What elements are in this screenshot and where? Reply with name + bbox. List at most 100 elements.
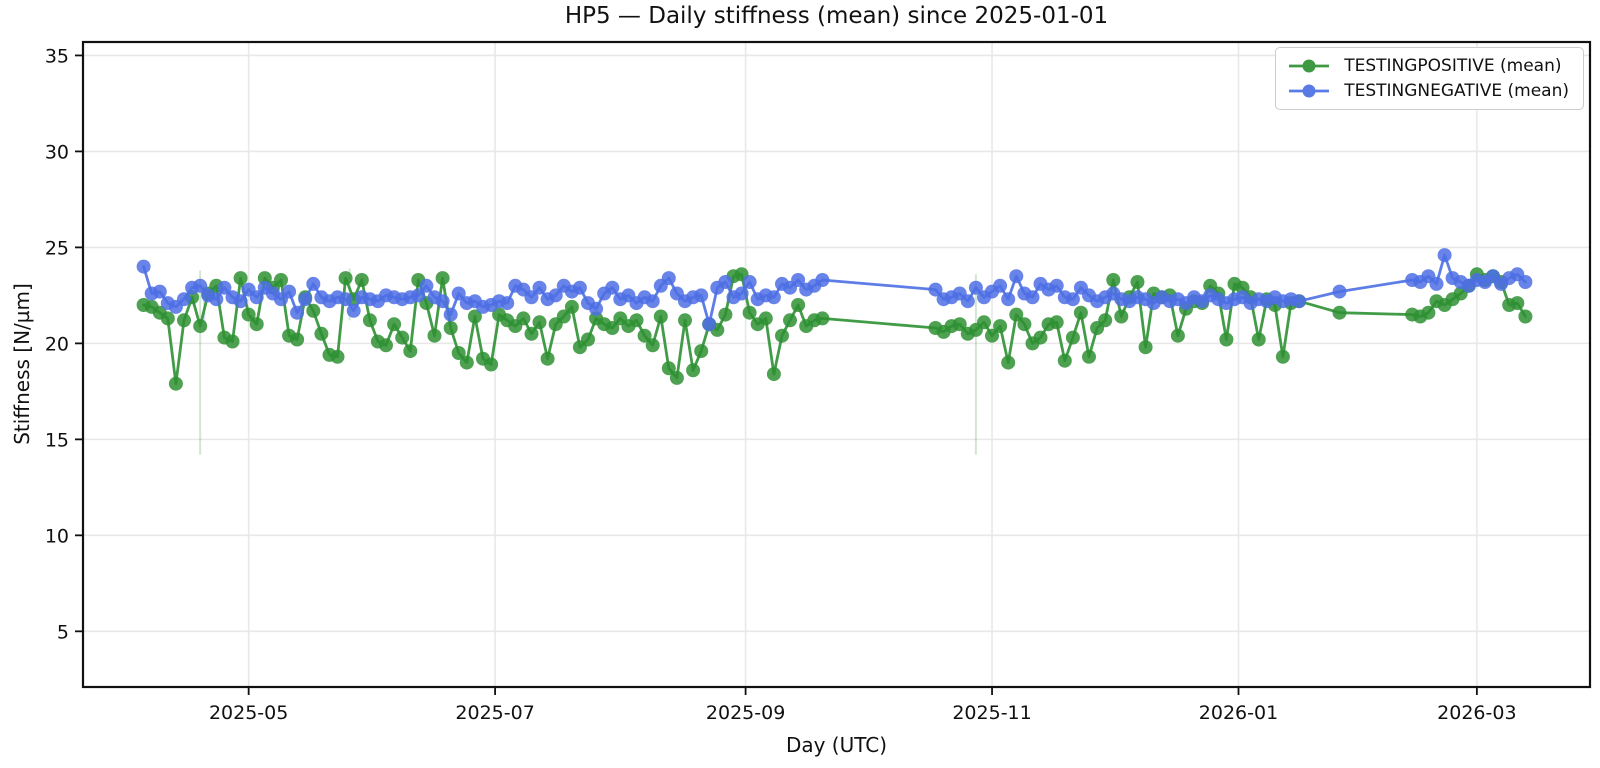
data-point <box>661 361 676 376</box>
chart-title: HP5 — Daily stiffness (mean) since 2025-… <box>564 3 1109 29</box>
data-point <box>1114 309 1129 324</box>
data-point <box>581 332 595 347</box>
data-point <box>1235 280 1250 295</box>
x-tick-label: 2026-03 <box>1437 702 1516 724</box>
data-point <box>257 271 272 286</box>
y-tick-label: 10 <box>45 525 69 547</box>
data-point <box>1009 269 1024 284</box>
data-point <box>758 311 773 326</box>
legend: TESTINGPOSITIVE (mean) TESTINGNEGATIVE (… <box>1275 47 1584 110</box>
data-point <box>968 280 983 295</box>
data-point <box>1025 290 1040 305</box>
data-point <box>1251 332 1266 347</box>
data-point <box>395 330 410 345</box>
data-point <box>177 313 191 328</box>
data-point <box>217 280 232 295</box>
legend-entry-testingpositive: TESTINGPOSITIVE (mean) <box>1286 56 1569 76</box>
data-point <box>993 278 1008 293</box>
data-point <box>791 273 806 287</box>
data-point <box>1437 248 1452 263</box>
data-point <box>985 328 999 343</box>
data-point <box>1049 278 1064 293</box>
data-point <box>290 305 305 320</box>
data-point <box>346 303 361 318</box>
data-point <box>1332 284 1347 299</box>
x-tick-label: 2025-09 <box>706 702 785 724</box>
data-point <box>225 334 240 349</box>
data-point <box>686 363 701 378</box>
data-point <box>718 275 733 289</box>
data-point <box>1065 292 1080 307</box>
data-point <box>742 275 757 289</box>
data-point <box>435 294 450 309</box>
data-point <box>734 286 749 301</box>
y-tick-label: 30 <box>45 141 69 163</box>
data-point <box>694 344 709 359</box>
y-tick-label: 20 <box>45 333 69 355</box>
data-point <box>403 344 418 359</box>
data-point <box>1138 340 1153 355</box>
data-point <box>193 278 208 293</box>
data-point <box>1510 296 1525 311</box>
data-point <box>605 280 620 295</box>
data-point <box>1001 355 1016 370</box>
data-point <box>209 292 224 307</box>
data-point <box>775 328 789 343</box>
legend-label: TESTINGPOSITIVE (mean) <box>1344 56 1562 76</box>
data-point <box>451 286 466 301</box>
data-point <box>330 349 345 364</box>
data-point <box>298 292 313 307</box>
data-point <box>564 299 579 314</box>
x-tick-label: 2025-07 <box>455 702 534 724</box>
data-point <box>1518 309 1533 324</box>
data-point <box>152 284 167 299</box>
data-point <box>274 273 288 287</box>
legend-line-marker-icon <box>1289 84 1330 98</box>
data-point <box>516 311 531 326</box>
data-point <box>645 338 660 353</box>
data-point <box>241 307 256 322</box>
legend-line-marker-icon <box>1289 59 1330 73</box>
data-point <box>306 276 321 291</box>
data-point <box>387 317 402 332</box>
data-point <box>1421 305 1436 320</box>
data-point <box>306 303 321 318</box>
data-point <box>815 273 830 287</box>
data-point <box>532 315 547 330</box>
data-point <box>960 294 975 309</box>
data-point <box>459 355 474 370</box>
data-point <box>1275 349 1290 364</box>
x-tick-label: 2026-01 <box>1199 702 1278 724</box>
data-point <box>1017 317 1032 332</box>
series-1 <box>136 248 1533 332</box>
data-point <box>815 311 830 326</box>
data-point <box>282 284 297 299</box>
data-point <box>443 307 458 322</box>
data-point <box>177 292 191 307</box>
y-tick-label: 15 <box>45 429 69 451</box>
data-point <box>928 282 943 297</box>
data-point <box>1033 330 1048 345</box>
data-point <box>532 280 547 295</box>
data-point <box>661 271 676 286</box>
data-point <box>791 298 806 312</box>
data-point <box>702 317 717 332</box>
data-point <box>629 313 644 328</box>
data-point <box>572 280 587 295</box>
data-point <box>524 326 539 341</box>
data-point <box>605 321 620 335</box>
series-line <box>142 272 1527 386</box>
data-point <box>1292 294 1307 309</box>
y-tick-label: 25 <box>45 237 69 259</box>
y-axis-label: Stiffness [N/µm] <box>10 283 34 445</box>
y-tick-label: 35 <box>45 45 69 67</box>
data-point <box>427 328 442 343</box>
data-point <box>411 288 426 303</box>
data-point <box>1130 275 1145 289</box>
data-point <box>766 367 781 382</box>
data-point <box>136 259 151 274</box>
data-point <box>524 290 539 305</box>
data-point <box>1332 305 1347 320</box>
data-point <box>362 313 377 328</box>
